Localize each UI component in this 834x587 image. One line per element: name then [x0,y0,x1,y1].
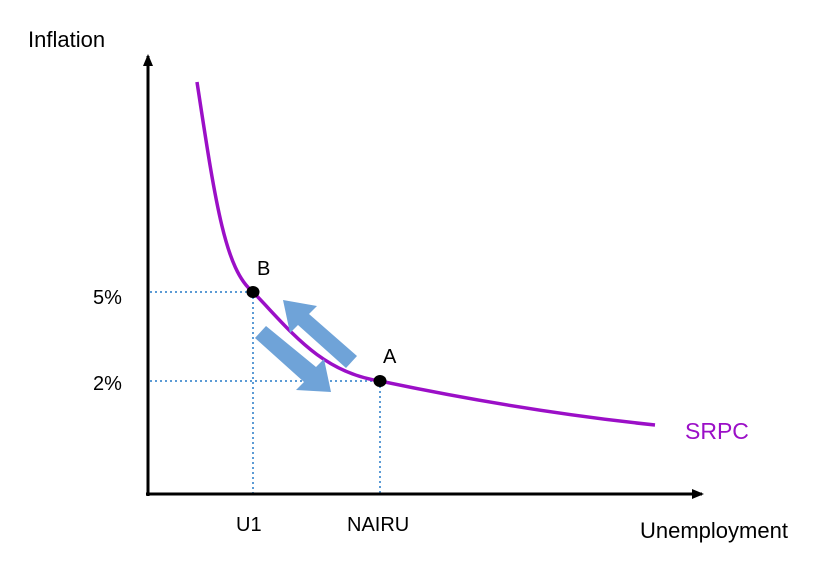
arrow-b-to-a [255,326,331,392]
x-tick-u1: U1 [236,514,262,536]
x-tick-nairu: NAIRU [347,514,409,536]
guide-lines [150,291,381,494]
point-b-marker [246,286,260,298]
srpc-curve [195,81,656,427]
arrow-a-to-b [283,300,357,368]
point-a-label: A [383,346,397,368]
y-axis-label: Inflation [28,27,105,52]
point-b-label: B [257,258,270,280]
srpc-label: SRPC [685,418,749,444]
y-tick-2: 2% [93,373,122,395]
point-a-marker [373,375,387,387]
y-tick-5: 5% [93,287,122,309]
x-axis-label: Unemployment [640,518,788,543]
